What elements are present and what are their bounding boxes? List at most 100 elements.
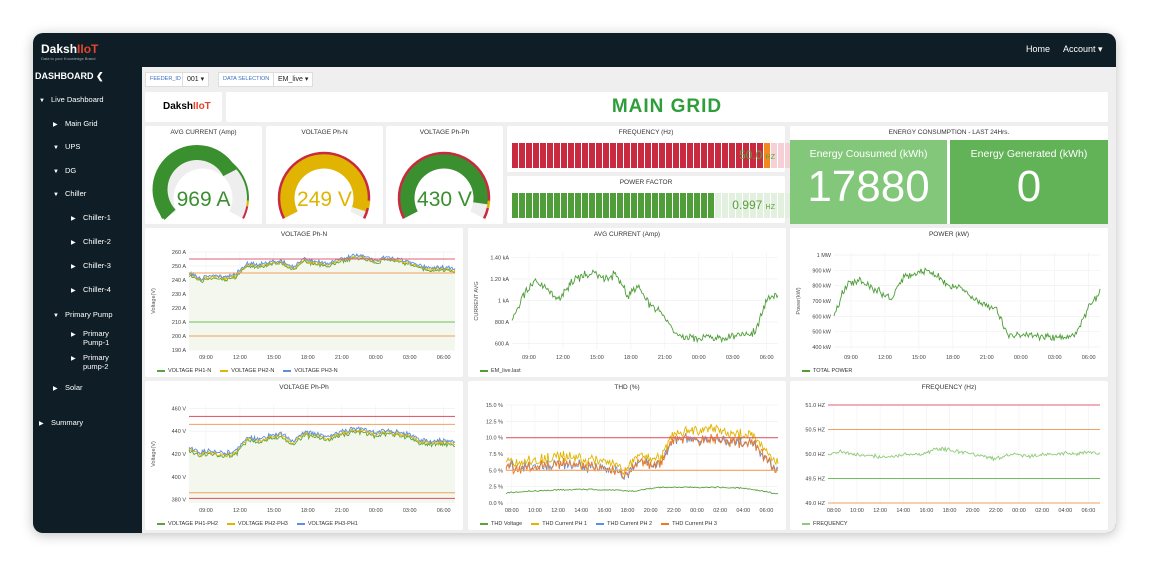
x-tick-label: 18:00: [624, 355, 638, 361]
sidebar-item[interactable]: ▼ Primary Pump: [53, 310, 113, 321]
panel-title: VOLTAGE Ph-Ph: [419, 129, 470, 136]
y-tick-label: 420 V: [172, 452, 187, 458]
data-selection-select[interactable]: EM_live ▾: [273, 72, 314, 87]
legend-item[interactable]: EM_live.last: [480, 368, 521, 374]
legend-item[interactable]: VOLTAGE PH1-PH2: [157, 521, 218, 527]
x-tick-label: 15:00: [267, 508, 281, 514]
bar-segment: [715, 193, 721, 218]
series-line-2: [188, 253, 456, 281]
legend-item[interactable]: VOLTAGE PH3-PH1: [296, 521, 358, 527]
bar-segment: [638, 143, 644, 168]
sidebar-title[interactable]: DASHBOARD ❮: [35, 71, 104, 81]
legend-item[interactable]: THD Voltage: [480, 521, 522, 527]
chart-panel-vpn: VOLTAGE Ph-N Voltage(V) 190 A 200 A 210 A 220…: [145, 228, 463, 377]
feeder-id-select[interactable]: 001 ▾: [182, 72, 210, 87]
sidebar-item[interactable]: ▶ Chiller-1: [71, 213, 111, 224]
y-tick-label: 240 A: [172, 278, 186, 284]
bar-segment: [673, 143, 679, 168]
x-tick-label: 20:00: [644, 508, 658, 514]
y-tick-label: 400 kW: [812, 345, 831, 351]
bar-segment: [743, 193, 749, 218]
bar-segment: [568, 193, 574, 218]
sidebar-item-label: Main Grid: [65, 119, 98, 128]
chart-panel-vpp: VOLTAGE Ph-Ph Voltage(V) 380 V 400 V 420 V 44…: [145, 381, 463, 530]
bar-segment: [582, 193, 588, 218]
brand-logo[interactable]: DakshIIoT Data to your Knowledge Brand: [41, 42, 99, 61]
sidebar-item[interactable]: ▼ Chiller: [53, 189, 86, 200]
caret-right-icon: ▶: [71, 264, 76, 270]
bar-segment: [589, 193, 595, 218]
logo-panel: DakshIIoT: [145, 92, 222, 122]
legend-item[interactable]: THD Current PH 1: [531, 521, 587, 527]
x-tick-label: 21:00: [980, 355, 994, 361]
bar-segment: [771, 193, 777, 218]
legend-item[interactable]: VOLTAGE PH3-N: [283, 368, 338, 374]
x-tick-label: 04:00: [1058, 508, 1072, 514]
x-tick-label: 03:00: [403, 355, 417, 361]
sidebar-item[interactable]: ▶ Solar: [53, 383, 83, 394]
y-tick-label: 600 A: [495, 342, 509, 348]
bar-segment: [694, 143, 700, 168]
legend-item[interactable]: VOLTAGE PH2-N: [220, 368, 274, 374]
sidebar-item-label: Primary Pump: [65, 310, 113, 319]
sidebar-item[interactable]: ▼ Live Dashboard: [39, 95, 104, 106]
nav-account[interactable]: Account ▾: [1063, 44, 1103, 54]
title-panel: MAIN GRID: [226, 92, 1108, 122]
y-tick-label: 49.0 HZ: [805, 501, 825, 507]
y-tick-label: 260 A: [172, 250, 186, 256]
legend-swatch: [296, 522, 305, 525]
chart-panel-thd: THD (%) 0.0 % 2.5 % 5.0 % 7.5 % 10.0 % 12.5 % 1…: [468, 381, 786, 530]
x-tick-label: 18:00: [301, 355, 315, 361]
chart-legend: EM_live.last: [480, 368, 521, 374]
legend-item[interactable]: FREQUENCY: [802, 521, 848, 527]
x-tick-label: 09:00: [199, 355, 213, 361]
bar-segment: [680, 143, 686, 168]
bar-segment: [575, 143, 581, 168]
y-axis-label: CURRENT AVG: [474, 281, 480, 320]
bar-segment: [680, 193, 686, 218]
frequency-bar-gauge: [512, 143, 791, 168]
legend-item[interactable]: THD Current PH 3: [661, 521, 717, 527]
y-tick-label: 250 A: [172, 264, 186, 270]
bar-segment: [610, 193, 616, 218]
legend-item[interactable]: VOLTAGE PH2-PH3: [226, 521, 288, 527]
x-tick-label: 03:00: [403, 508, 417, 514]
bar-segment: [666, 143, 672, 168]
bar-segment: [624, 143, 630, 168]
bar-segment: [652, 193, 658, 218]
sidebar-item-label: Chiller: [65, 189, 87, 198]
sidebar-item[interactable]: ▶ Chiller-2: [71, 237, 111, 248]
nav-home[interactable]: Home: [1026, 44, 1051, 54]
legend-swatch: [220, 369, 229, 372]
legend-item[interactable]: TOTAL POWER: [802, 368, 852, 374]
main-content: FEEDER_ID 001 ▾ DATA SELECTION EM_live ▾…: [142, 67, 1116, 533]
sidebar-item-label: Primary pump-2: [83, 353, 109, 371]
x-tick-label: 08:00: [827, 508, 841, 514]
legend-item[interactable]: VOLTAGE PH1-N: [157, 368, 211, 374]
x-tick-label: 02:00: [1035, 508, 1049, 514]
sidebar-item[interactable]: ▼ DG: [53, 166, 76, 177]
chevron-left-icon[interactable]: ❮: [96, 71, 104, 81]
panel-title: AVG CURRENT (Amp): [170, 129, 237, 136]
sidebar-item[interactable]: ▶ Primary Pump-1: [71, 329, 121, 347]
sidebar-item[interactable]: ▶ Chiller-4: [71, 285, 111, 296]
bar-segment: [540, 193, 546, 218]
sidebar-item[interactable]: ▶ Summary: [39, 418, 83, 429]
caret-right-icon: ▶: [53, 122, 58, 128]
sidebar-item-label: Chiller-2: [83, 237, 111, 246]
sidebar-item-label: Summary: [51, 418, 84, 427]
sidebar-item[interactable]: ▶ Main Grid: [53, 119, 98, 130]
sidebar-item[interactable]: ▶ Primary pump-2: [71, 353, 121, 371]
bar-segment: [645, 193, 651, 218]
sidebar-item[interactable]: ▼ UPS: [53, 142, 80, 153]
bar-segment: [743, 143, 749, 168]
y-tick-label: 7.5 %: [489, 452, 503, 458]
chart-panel-cur: AVG CURRENT (Amp) CURRENT AVG 600 A 800 A 1 …: [468, 228, 786, 377]
panel-logo: DakshIIoT: [163, 101, 211, 112]
chart-legend: TOTAL POWER: [802, 368, 852, 374]
x-tick-label: 03:00: [1048, 355, 1062, 361]
sidebar-item[interactable]: ▶ Chiller-3: [71, 261, 111, 272]
legend-item[interactable]: THD Current PH 2: [596, 521, 652, 527]
y-axis-label: Voltage(V): [151, 441, 157, 467]
sidebar-item-label: UPS: [65, 142, 81, 151]
